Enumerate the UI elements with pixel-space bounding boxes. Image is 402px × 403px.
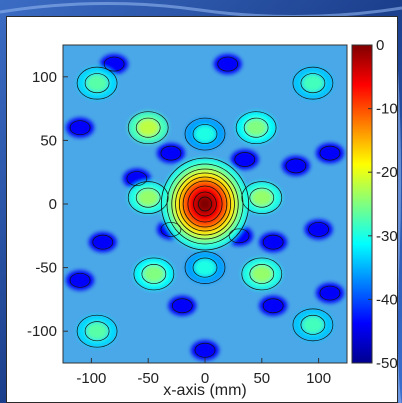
contour-line <box>171 298 193 314</box>
contour-line <box>127 111 169 145</box>
colorbar-tick-label: -30 <box>376 228 397 245</box>
y-tick-label: 0 <box>49 196 57 213</box>
sidelobe-peak <box>194 258 216 277</box>
contour-line <box>171 168 239 240</box>
contour-line <box>243 117 269 138</box>
contour-line <box>194 342 216 358</box>
colorbar-tick-label: -50 <box>376 355 397 372</box>
contour-line <box>262 298 284 314</box>
contour-line <box>76 66 118 100</box>
contour-line <box>141 264 167 284</box>
y-tick-label: 50 <box>40 132 57 149</box>
colorbar <box>351 44 373 364</box>
contour-line <box>135 117 161 138</box>
contour-line <box>292 308 334 342</box>
sidelobe-peak <box>250 264 273 283</box>
colorbar-ticks: 0 -10 -20 -30 -40 -50 <box>368 37 397 372</box>
y-tick-label: -50 <box>35 260 57 277</box>
sidelobe-peak <box>301 74 324 93</box>
contour-line <box>234 152 256 167</box>
colorbar-tick-label: -40 <box>376 291 397 308</box>
contour-line <box>187 185 223 223</box>
sidelobe-peak <box>250 188 273 207</box>
contour-line <box>241 181 283 214</box>
sidelobe-peak <box>142 264 165 283</box>
contour-line <box>319 285 341 301</box>
contour-line <box>285 158 307 174</box>
contour-line <box>160 222 182 237</box>
contour-line <box>178 176 232 232</box>
contour-line <box>182 180 228 228</box>
contour-line <box>193 191 217 217</box>
contour-line <box>69 272 91 288</box>
contour-line <box>84 321 110 342</box>
contour-line <box>135 187 161 208</box>
sidelobe-peak <box>245 118 268 137</box>
x-axis-title: x-axis (mm) <box>163 382 247 399</box>
contour-line <box>249 264 275 284</box>
contour-line <box>69 120 91 136</box>
contour-line <box>197 196 213 212</box>
sidelobe-peak <box>86 322 109 341</box>
contour-line <box>300 314 326 335</box>
contour-line <box>249 187 275 208</box>
x-tick-label: 100 <box>306 370 331 387</box>
contour-line <box>262 234 284 250</box>
contour-line <box>133 257 175 291</box>
sidelobe-peak <box>194 125 216 144</box>
x-tick-label: 0 <box>201 370 209 387</box>
colorbar-tick-label: -20 <box>376 164 397 181</box>
contour-line <box>192 257 218 278</box>
contour-line <box>235 111 277 145</box>
contour-line <box>103 56 125 72</box>
contour-line <box>126 171 148 186</box>
sidelobe-peak <box>86 74 109 93</box>
contour-line <box>175 172 235 236</box>
contour-line <box>308 222 329 237</box>
contour-line <box>192 124 218 144</box>
sidelobe-peak <box>137 188 160 207</box>
contour-line <box>228 228 250 244</box>
contour-line <box>160 157 250 251</box>
x-tick-label: -50 <box>137 370 159 387</box>
contour-line <box>184 251 226 284</box>
sidelobe-peak <box>137 118 160 137</box>
y-tick-label: 100 <box>32 69 57 86</box>
contour-line <box>300 73 326 94</box>
contour-lines <box>69 56 341 358</box>
contour-line <box>184 117 226 151</box>
y-tick-label: -100 <box>27 323 57 340</box>
colorbar-tick-label: -10 <box>376 101 397 118</box>
y-axis: 100 50 0 -50 -100 <box>27 69 68 340</box>
colorbar-tick-label: 0 <box>376 37 384 54</box>
x-tick-label: 50 <box>253 370 270 387</box>
contour-line <box>92 234 114 250</box>
sidelobe-peak <box>301 315 324 334</box>
main-lobe-band <box>198 197 212 211</box>
x-tick-label: -100 <box>76 370 106 387</box>
contour-line <box>241 257 283 291</box>
figure-panel: 100 50 0 -50 -100 -100 -50 0 50 100 x-axis (mm) … <box>6 16 398 403</box>
plot-area <box>63 45 347 363</box>
contour-line <box>127 181 169 214</box>
contour-line <box>84 73 110 94</box>
contour-line <box>292 66 334 100</box>
contour-line <box>160 145 182 161</box>
x-axis: -100 -50 0 50 100 <box>76 358 331 387</box>
contour-line <box>217 56 239 72</box>
contour-line <box>319 145 341 161</box>
contour-line <box>76 314 118 348</box>
